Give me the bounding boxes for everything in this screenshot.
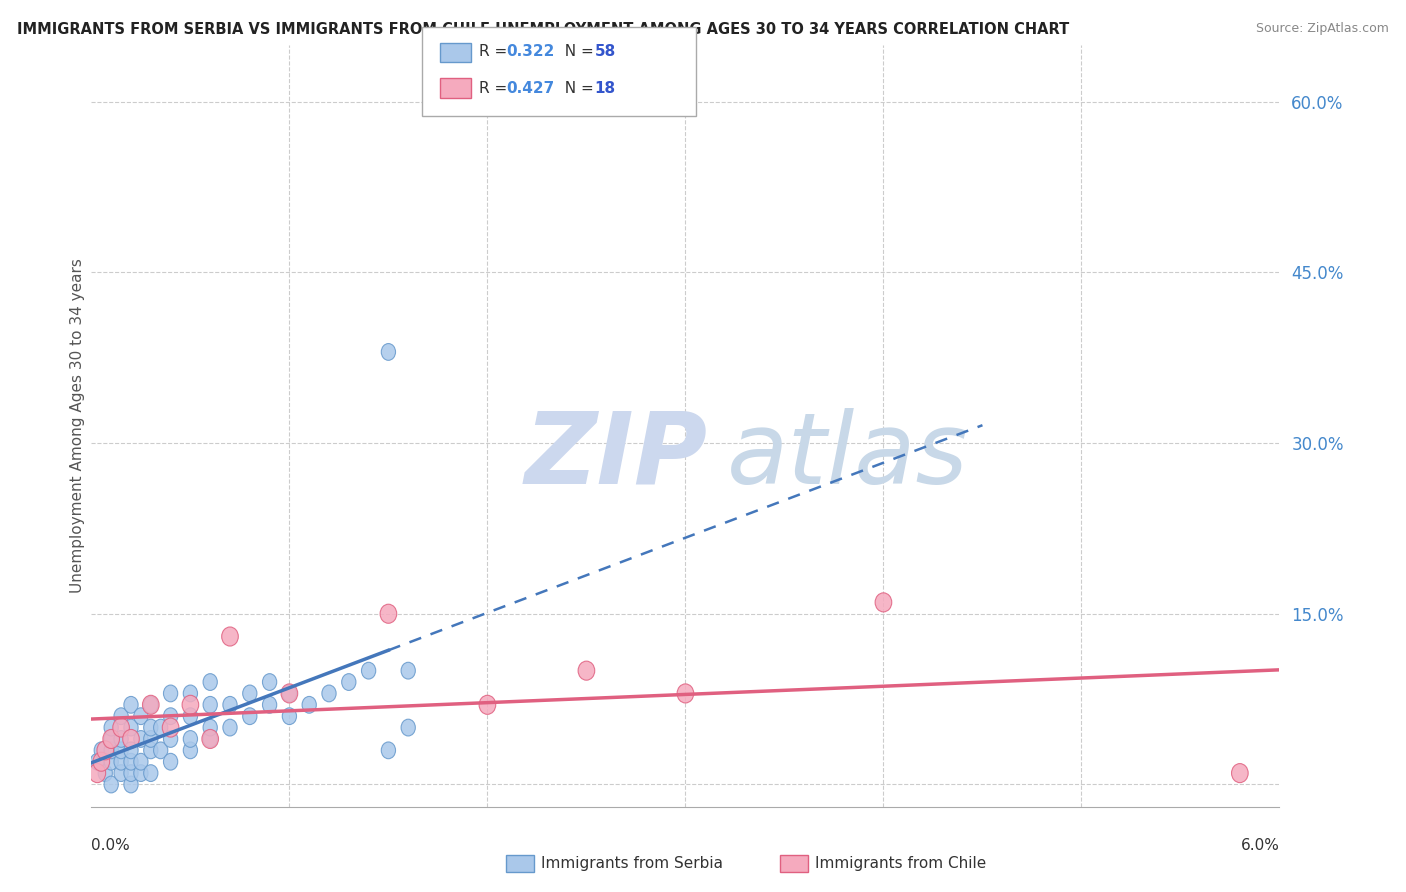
Ellipse shape	[243, 708, 257, 724]
Text: N =: N =	[555, 45, 599, 59]
Ellipse shape	[163, 731, 177, 747]
Ellipse shape	[263, 673, 277, 690]
Text: 0.427: 0.427	[506, 81, 554, 95]
Ellipse shape	[202, 673, 218, 690]
Ellipse shape	[302, 697, 316, 714]
Ellipse shape	[134, 754, 148, 770]
Ellipse shape	[104, 731, 118, 747]
Ellipse shape	[97, 741, 114, 760]
Ellipse shape	[143, 764, 157, 781]
Ellipse shape	[112, 718, 129, 737]
Ellipse shape	[224, 719, 238, 736]
Ellipse shape	[162, 718, 179, 737]
Ellipse shape	[183, 742, 197, 759]
Ellipse shape	[263, 697, 277, 714]
Text: 18: 18	[595, 81, 616, 95]
Y-axis label: Unemployment Among Ages 30 to 34 years: Unemployment Among Ages 30 to 34 years	[70, 259, 84, 593]
Ellipse shape	[98, 764, 112, 781]
Ellipse shape	[134, 731, 148, 747]
Ellipse shape	[183, 731, 197, 747]
Text: 0.322: 0.322	[506, 45, 554, 59]
Ellipse shape	[134, 764, 148, 781]
Ellipse shape	[183, 708, 197, 724]
Text: 0.0%: 0.0%	[91, 838, 131, 853]
Ellipse shape	[202, 731, 218, 747]
Ellipse shape	[283, 685, 297, 702]
Text: N =: N =	[555, 81, 599, 95]
Ellipse shape	[361, 662, 375, 679]
Ellipse shape	[479, 695, 496, 714]
Ellipse shape	[94, 742, 108, 759]
Ellipse shape	[143, 742, 157, 759]
Text: 6.0%: 6.0%	[1240, 838, 1279, 853]
Ellipse shape	[578, 661, 595, 681]
Ellipse shape	[124, 719, 138, 736]
Ellipse shape	[342, 673, 356, 690]
Ellipse shape	[243, 685, 257, 702]
Ellipse shape	[114, 764, 128, 781]
Ellipse shape	[401, 719, 415, 736]
Ellipse shape	[401, 662, 415, 679]
Ellipse shape	[134, 708, 148, 724]
Text: ZIP: ZIP	[524, 408, 709, 505]
Ellipse shape	[153, 719, 167, 736]
Ellipse shape	[124, 776, 138, 793]
Ellipse shape	[163, 708, 177, 724]
Ellipse shape	[381, 343, 395, 360]
Ellipse shape	[163, 754, 177, 770]
Text: R =: R =	[479, 45, 513, 59]
Ellipse shape	[222, 627, 238, 646]
Ellipse shape	[93, 752, 110, 772]
Text: Source: ZipAtlas.com: Source: ZipAtlas.com	[1256, 22, 1389, 36]
Ellipse shape	[322, 685, 336, 702]
Ellipse shape	[283, 708, 297, 724]
Ellipse shape	[281, 684, 298, 703]
Ellipse shape	[1232, 764, 1249, 782]
Text: 58: 58	[595, 45, 616, 59]
Text: Immigrants from Chile: Immigrants from Chile	[815, 856, 987, 871]
Ellipse shape	[202, 719, 218, 736]
Ellipse shape	[143, 719, 157, 736]
Ellipse shape	[124, 754, 138, 770]
Ellipse shape	[142, 695, 159, 714]
Ellipse shape	[380, 604, 396, 624]
Text: IMMIGRANTS FROM SERBIA VS IMMIGRANTS FROM CHILE UNEMPLOYMENT AMONG AGES 30 TO 34: IMMIGRANTS FROM SERBIA VS IMMIGRANTS FRO…	[17, 22, 1069, 37]
Ellipse shape	[875, 593, 891, 612]
Ellipse shape	[104, 776, 118, 793]
Ellipse shape	[143, 697, 157, 714]
Ellipse shape	[104, 742, 118, 759]
Ellipse shape	[114, 731, 128, 747]
Ellipse shape	[103, 730, 120, 748]
Ellipse shape	[124, 764, 138, 781]
Ellipse shape	[114, 742, 128, 759]
Ellipse shape	[114, 708, 128, 724]
Text: atlas: atlas	[727, 408, 969, 505]
Text: Immigrants from Serbia: Immigrants from Serbia	[541, 856, 723, 871]
Ellipse shape	[678, 684, 693, 703]
Ellipse shape	[89, 764, 105, 782]
Ellipse shape	[163, 685, 177, 702]
Ellipse shape	[124, 697, 138, 714]
Ellipse shape	[122, 730, 139, 748]
Ellipse shape	[381, 742, 395, 759]
Ellipse shape	[143, 731, 157, 747]
Ellipse shape	[104, 754, 118, 770]
Ellipse shape	[114, 754, 128, 770]
Ellipse shape	[202, 697, 218, 714]
Text: R =: R =	[479, 81, 513, 95]
Ellipse shape	[202, 730, 218, 748]
Ellipse shape	[90, 754, 104, 770]
Ellipse shape	[104, 719, 118, 736]
Ellipse shape	[183, 695, 198, 714]
Ellipse shape	[183, 685, 197, 702]
Ellipse shape	[224, 697, 238, 714]
Ellipse shape	[153, 742, 167, 759]
Ellipse shape	[124, 742, 138, 759]
